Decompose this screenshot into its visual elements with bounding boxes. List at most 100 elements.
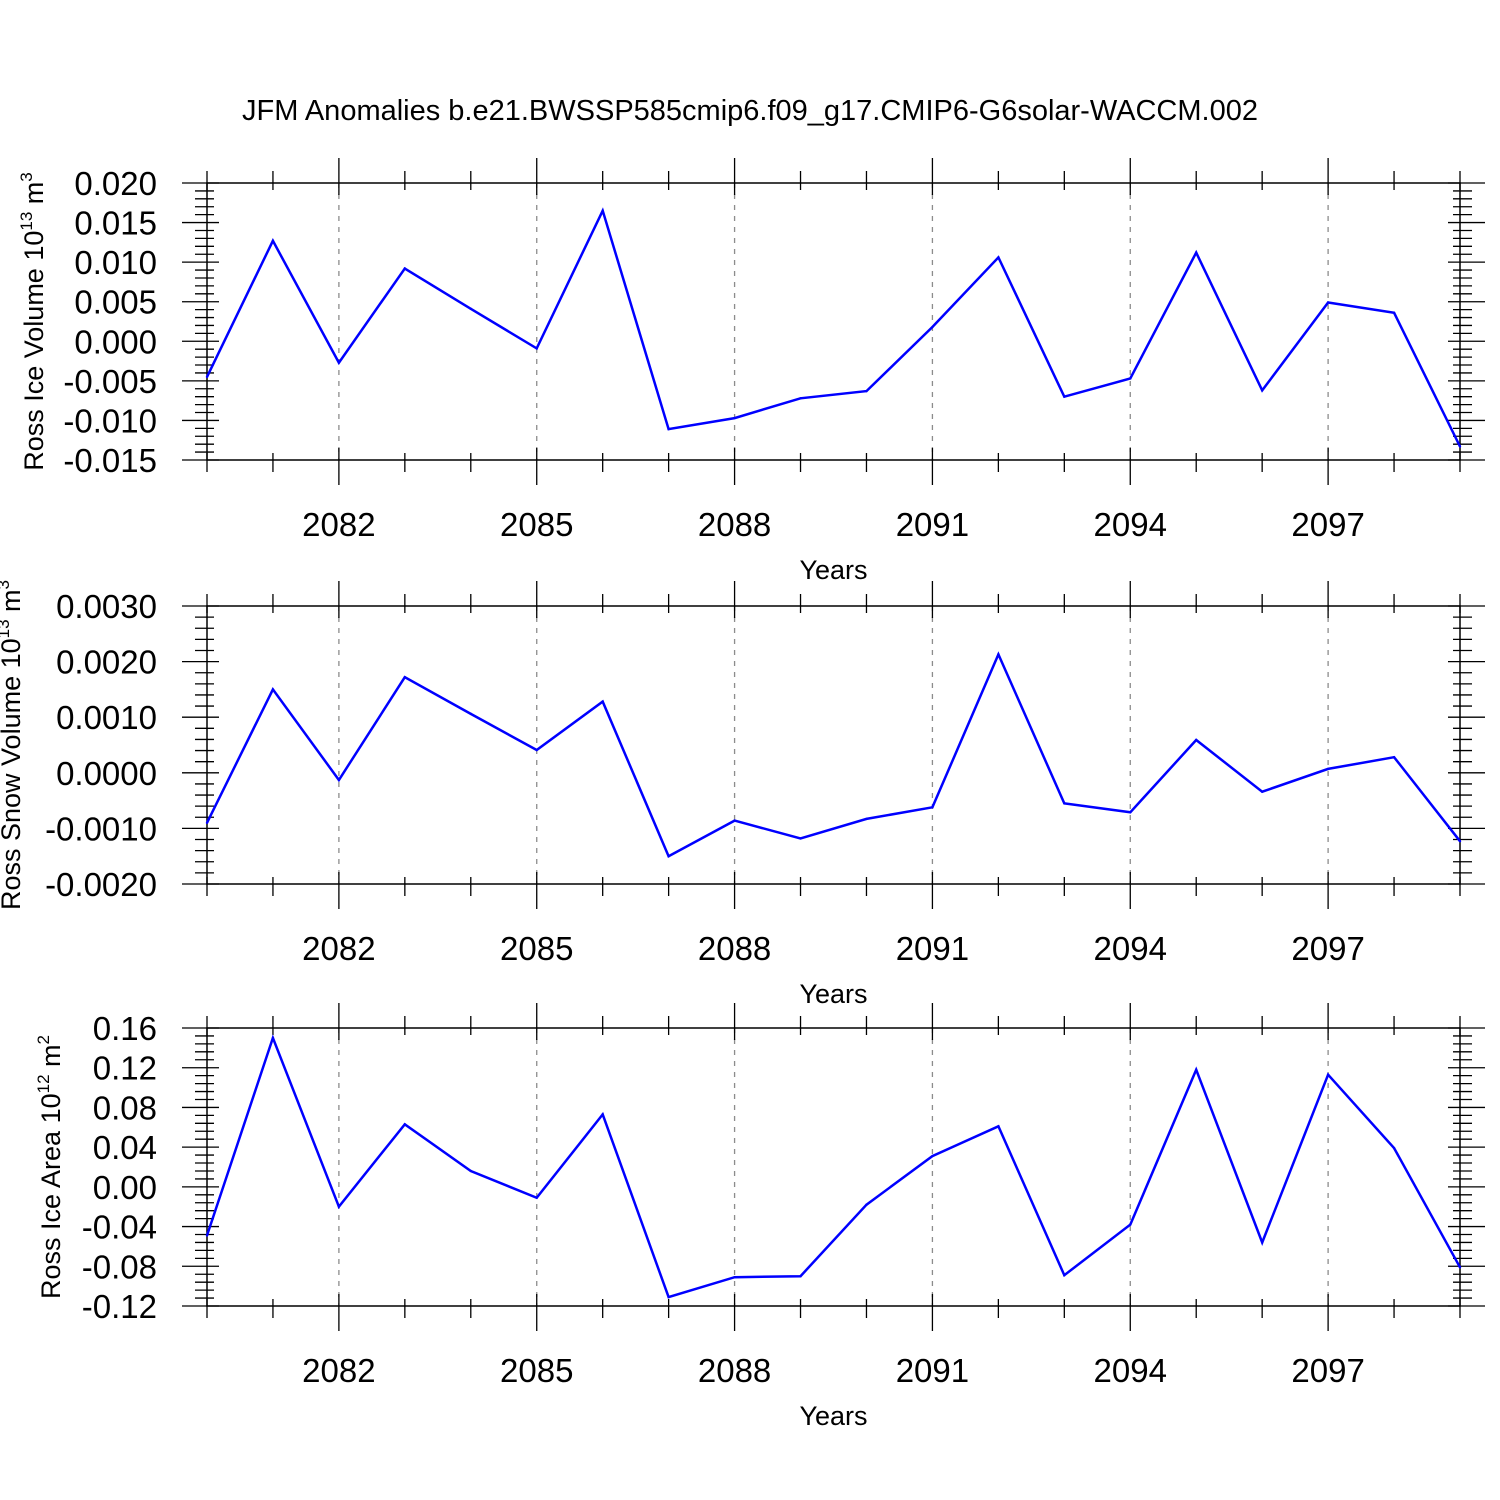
data-point-2080 bbox=[205, 375, 209, 379]
x-tick-label: 2085 bbox=[500, 930, 573, 967]
data-point-2097 bbox=[1326, 301, 1330, 304]
y-axis-label-unit: m bbox=[19, 182, 49, 212]
data-point-2085 bbox=[535, 748, 538, 752]
data-point-2086 bbox=[601, 1113, 604, 1116]
y-tick-label: -0.0010 bbox=[45, 810, 157, 847]
data-point-2081 bbox=[271, 688, 275, 691]
y-tick-label: -0.010 bbox=[63, 402, 157, 439]
data-point-2095 bbox=[1195, 251, 1198, 254]
y-tick-label: 0.000 bbox=[74, 323, 157, 360]
x-tick-label: 2088 bbox=[698, 1352, 771, 1389]
x-tick-label: 2088 bbox=[698, 506, 771, 543]
data-point-2089 bbox=[799, 1275, 802, 1278]
data-point-2085 bbox=[535, 347, 538, 350]
x-tick-label: 2082 bbox=[302, 506, 375, 543]
data-point-2087 bbox=[667, 855, 670, 858]
plot-frame bbox=[206, 605, 1461, 885]
data-point-2081 bbox=[271, 1036, 275, 1040]
data-point-2080 bbox=[205, 1234, 209, 1237]
x-tick-label: 2091 bbox=[896, 930, 969, 967]
y-tick-label: -0.015 bbox=[63, 442, 157, 479]
x-tick-label: 2082 bbox=[302, 1352, 375, 1389]
y-tick-label: 0.0030 bbox=[56, 588, 157, 625]
data-point-2091 bbox=[931, 1154, 934, 1158]
data-point-2092 bbox=[997, 1125, 1000, 1128]
y-tick-label: 0.12 bbox=[93, 1050, 157, 1087]
data-point-2093 bbox=[1063, 1274, 1066, 1277]
data-point-2097 bbox=[1326, 1073, 1330, 1076]
series-line bbox=[205, 1034, 1462, 1299]
x-tick-label: 2097 bbox=[1291, 1352, 1364, 1389]
panels: 2082 2085 2088 2091 2094 2097 Years -0.015-0.01… bbox=[0, 158, 1485, 1431]
data-point-2091 bbox=[931, 806, 934, 809]
y-axis-label: Ross Ice Area 1012 m2 bbox=[34, 1035, 66, 1299]
x-tick-label: 2094 bbox=[1094, 1352, 1167, 1389]
y-axis-label-unit: m bbox=[0, 589, 26, 619]
data-point-2090 bbox=[865, 817, 868, 821]
y-tick-label: -0.005 bbox=[63, 363, 157, 400]
y-tick-label: -0.04 bbox=[82, 1209, 157, 1246]
panel-2: 2082 2085 2088 2091 2094 2097 Years -0.0020 -0.0… bbox=[0, 580, 1485, 1009]
y-tick-label: 0.0010 bbox=[56, 699, 157, 736]
y-axis-label-unit-exponent: 2 bbox=[34, 1035, 53, 1044]
x-tick-label: 2082 bbox=[302, 930, 375, 967]
data-point-2095 bbox=[1195, 738, 1198, 742]
x-tick-label: 2085 bbox=[500, 506, 573, 543]
data-point-2099 bbox=[1458, 445, 1462, 448]
data-point-2082 bbox=[337, 361, 341, 364]
plot-frame bbox=[206, 182, 1461, 461]
y-tick-label: 0.04 bbox=[93, 1129, 157, 1166]
y-axis-label: Ross Snow Volume 1013 m3 bbox=[0, 580, 26, 910]
y-axis-label-unit-exponent: 3 bbox=[0, 580, 13, 589]
y-tick-label: 0.0020 bbox=[56, 644, 157, 681]
data-point-2089 bbox=[799, 397, 802, 400]
data-point-2084 bbox=[469, 1169, 472, 1173]
panel-3: 2082 2085 2088 2091 2094 2097 Years -0.12-0.08-… bbox=[34, 1003, 1485, 1431]
data-point-2093 bbox=[1063, 802, 1066, 805]
data-point-2085 bbox=[535, 1196, 538, 1199]
data-point-2095 bbox=[1195, 1068, 1198, 1071]
x-tick-label: 2094 bbox=[1094, 506, 1167, 543]
x-tick-label: 2097 bbox=[1291, 506, 1364, 543]
data-point-2084 bbox=[469, 712, 472, 716]
y-axis-label-unit: m bbox=[36, 1044, 66, 1074]
data-point-2096 bbox=[1260, 389, 1264, 392]
y-tick-label: 0.020 bbox=[74, 165, 157, 202]
data-point-2090 bbox=[865, 1203, 868, 1206]
data-point-2083 bbox=[403, 267, 407, 270]
data-point-2082 bbox=[337, 778, 341, 782]
y-axis-label-exponent: 13 bbox=[17, 212, 36, 231]
data-point-2096 bbox=[1260, 1241, 1264, 1244]
y-axis-label-text: Ross Snow Volume 10 bbox=[0, 638, 26, 910]
x-tick-label: 2091 bbox=[896, 506, 969, 543]
data-point-2086 bbox=[601, 209, 604, 212]
data-point-2096 bbox=[1260, 790, 1264, 793]
x-axis-label: Years bbox=[799, 555, 867, 585]
data-point-2086 bbox=[601, 700, 604, 703]
y-tick-label: -0.12 bbox=[82, 1288, 157, 1325]
data-point-2094 bbox=[1129, 377, 1132, 380]
y-tick-label: 0.00 bbox=[93, 1169, 157, 1206]
data-point-2087 bbox=[667, 1295, 670, 1299]
data-point-2088 bbox=[733, 1276, 736, 1279]
data-point-2098 bbox=[1392, 1146, 1396, 1150]
data-point-2087 bbox=[667, 427, 670, 431]
x-tick-label: 2085 bbox=[500, 1352, 573, 1389]
data-point-2089 bbox=[799, 837, 802, 840]
y-axis-label-exponent: 13 bbox=[0, 619, 13, 638]
y-tick-label: 0.08 bbox=[93, 1089, 157, 1126]
y-axis-label: Ross Ice Volume 1013 m3 bbox=[17, 172, 49, 471]
data-point-2092 bbox=[997, 256, 1000, 259]
y-axis-label-text: Ross Ice Area 10 bbox=[36, 1093, 66, 1299]
data-point-2094 bbox=[1129, 811, 1132, 814]
x-tick-label: 2094 bbox=[1094, 930, 1167, 967]
x-axis-label: Years bbox=[799, 1401, 867, 1431]
y-axis-label-text: Ross Ice Volume 10 bbox=[19, 231, 49, 471]
y-tick-label: 0.0000 bbox=[56, 755, 157, 792]
y-tick-label: 0.010 bbox=[74, 244, 157, 281]
data-point-2090 bbox=[865, 389, 868, 393]
x-tick-label: 2088 bbox=[698, 930, 771, 967]
series-line bbox=[205, 651, 1461, 858]
data-point-2094 bbox=[1129, 1223, 1132, 1226]
